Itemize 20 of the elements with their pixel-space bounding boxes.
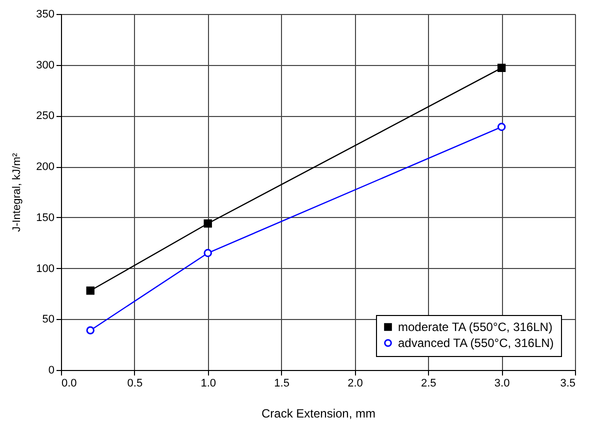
y-tick-label: 300 (36, 59, 54, 72)
y-tick-label: 350 (36, 8, 54, 20)
y-axis-title: J-Integral, kJ/m² (11, 152, 24, 232)
x-tick-label: 3.0 (494, 378, 510, 390)
y-tick-label: 250 (36, 110, 54, 122)
legend-label: advanced TA (550°C, 316LN) (398, 336, 554, 350)
x-tick-label: 1.0 (200, 378, 216, 390)
x-tick-label: 2.0 (348, 378, 363, 390)
legend-label: moderate TA (550°C, 316LN) (398, 320, 552, 334)
x-tick-label: 3.5 (560, 378, 576, 390)
x-tick-label: 0.5 (127, 378, 143, 390)
y-tick-label: 200 (36, 161, 54, 174)
y-tick-label: 150 (36, 212, 54, 224)
x-tick-label: 0.0 (62, 378, 77, 390)
x-tick-label: 1.5 (274, 378, 290, 390)
x-tick-label: 2.5 (420, 378, 436, 390)
y-tick-label: 100 (36, 262, 54, 275)
x-axis-title: Crack Extension, mm (261, 406, 376, 420)
y-tick-label: 0 (48, 364, 54, 376)
y-tick-label: 50 (42, 314, 54, 326)
